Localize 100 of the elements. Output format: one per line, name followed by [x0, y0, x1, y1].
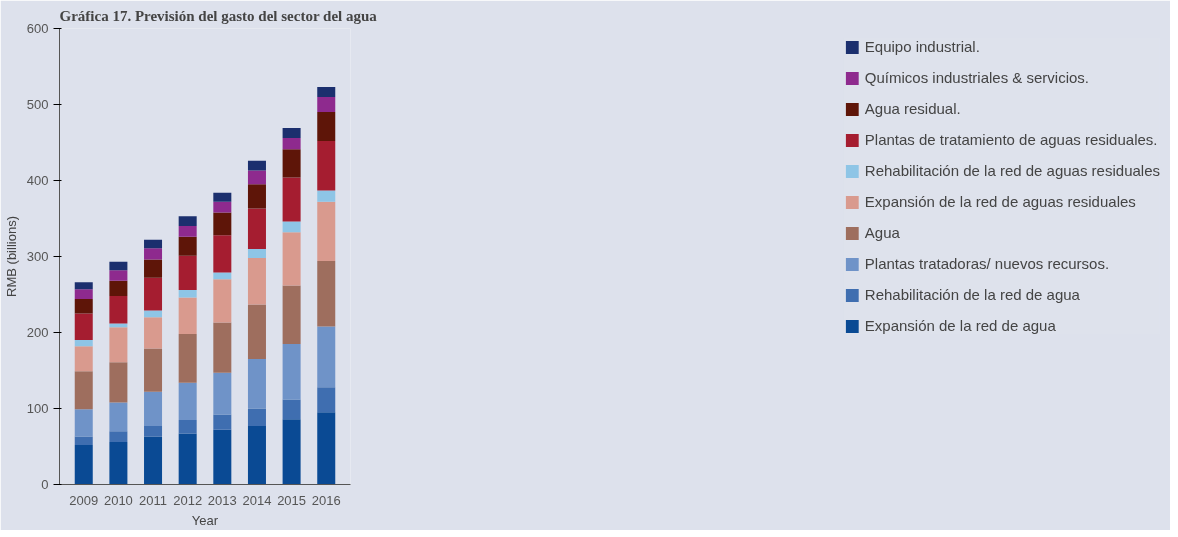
bar: [178, 226, 197, 237]
bar: [144, 239, 163, 249]
legend-label: Agua residual.: [864, 100, 961, 117]
bar: [282, 149, 301, 178]
bar: [109, 261, 128, 271]
bar: [247, 304, 266, 360]
x-tick-label: 2015: [277, 492, 307, 508]
bar: [213, 212, 232, 236]
bar: [282, 232, 301, 286]
bar: [247, 258, 266, 305]
x-tick-label: 2012: [173, 492, 203, 508]
legend-label: Expansión de la red de agua: [864, 317, 1056, 334]
bar: [282, 128, 301, 138]
bar: [247, 160, 266, 171]
bar: [282, 177, 301, 222]
bar: [247, 184, 266, 209]
x-axis-title: Year: [191, 512, 219, 528]
bar: [109, 323, 128, 328]
bar: [247, 170, 266, 185]
bar: [178, 382, 197, 420]
y-tick-label: 100: [26, 401, 49, 416]
bar: [213, 279, 232, 323]
bar: [144, 425, 163, 437]
bar: [282, 137, 301, 150]
x-tick-label: 2011: [139, 492, 168, 508]
bar: [74, 340, 93, 347]
bar: [178, 255, 197, 290]
y-tick-label: 500: [26, 97, 49, 112]
bar: [144, 391, 163, 426]
bar: [144, 277, 163, 311]
bar: [144, 259, 163, 278]
bar: [317, 140, 336, 191]
y-tick-label: 300: [26, 249, 49, 264]
x-tick-label: 2009: [69, 492, 99, 508]
bar: [213, 322, 232, 373]
bar: [109, 280, 128, 297]
bar: [282, 221, 301, 233]
bar: [109, 296, 128, 324]
bar: [317, 190, 336, 202]
bar: [213, 192, 232, 202]
legend-label: Expansión de la red de aguas residuales: [864, 193, 1136, 210]
bar: [109, 431, 128, 442]
bar: [317, 201, 336, 262]
bar: [144, 317, 163, 349]
bar: [74, 282, 93, 290]
bar: [317, 112, 336, 141]
y-tick-label: 200: [26, 325, 49, 340]
bar: [282, 399, 301, 420]
chart-title: Gráfica 17. Previsión del gasto del sector del agua: [59, 7, 378, 24]
bar: [247, 248, 266, 259]
bar: [213, 372, 232, 415]
y-tick-label: 600: [26, 21, 49, 36]
bar: [144, 310, 163, 318]
bar: [109, 402, 128, 432]
bar: [74, 346, 93, 372]
bar: [178, 236, 197, 256]
bar: [213, 429, 232, 485]
y-axis-title: RMB (billions): [3, 216, 19, 297]
bar: [74, 299, 93, 314]
bar: [109, 327, 128, 363]
bar: [109, 270, 128, 281]
legend-label: Plantas de tratamiento de aguas residuales.: [864, 131, 1158, 148]
legend-label: Plantas tratadoras/ nuevos recursos.: [864, 255, 1110, 272]
bar: [74, 436, 93, 445]
bar: [213, 414, 232, 430]
bar: [178, 334, 197, 383]
bar: [74, 371, 93, 410]
bar: [74, 313, 93, 341]
legend-label: Equipo industrial.: [864, 38, 980, 55]
bar: [74, 289, 93, 300]
bar: [247, 208, 266, 249]
bar: [144, 248, 163, 260]
legend-label: Rehabilitación de la red de agua: [864, 286, 1080, 303]
bar: [74, 444, 93, 485]
x-tick-label: 2013: [207, 492, 237, 508]
bar: [213, 272, 232, 280]
legend-label: Agua: [864, 224, 900, 241]
bar: [144, 436, 163, 485]
bar: [282, 419, 301, 485]
bar: [109, 441, 128, 485]
bar: [317, 96, 336, 113]
bar: [247, 359, 266, 409]
bar: [213, 201, 232, 213]
x-tick-label: 2010: [103, 492, 133, 508]
legend-label: Rehabilitación de la red de aguas residuales: [864, 162, 1160, 179]
legend-label: Químicos industriales & servicios.: [864, 69, 1090, 86]
x-tick-label: 2016: [311, 492, 341, 508]
bar: [247, 408, 266, 426]
bar: [213, 235, 232, 273]
bar: [178, 419, 197, 434]
bar: [282, 343, 301, 400]
x-tick-label: 2014: [242, 492, 272, 508]
y-tick-label: 400: [26, 173, 49, 188]
bar: [317, 412, 336, 485]
bar: [317, 87, 336, 97]
bar: [178, 297, 197, 335]
bar: [247, 425, 266, 485]
bar: [178, 433, 197, 485]
bar: [74, 409, 93, 437]
bar: [317, 387, 336, 413]
